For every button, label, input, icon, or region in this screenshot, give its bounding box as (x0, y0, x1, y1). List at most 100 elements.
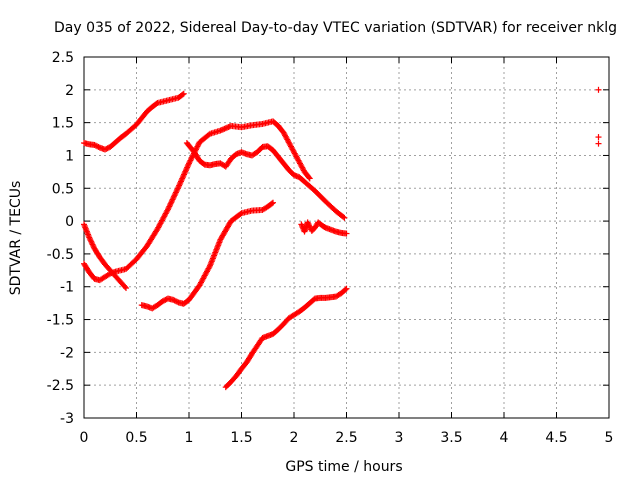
data-point (268, 200, 275, 207)
data-point (95, 143, 102, 150)
data-point (92, 142, 99, 149)
data-point (177, 179, 184, 186)
data-point (179, 175, 186, 182)
data-point (172, 298, 179, 305)
data-point (169, 196, 176, 203)
data-point (170, 193, 177, 200)
data-point (166, 202, 173, 209)
data-point (161, 297, 168, 304)
data-point (86, 234, 93, 241)
y-axis-label: SDTVAR / TECUs (8, 181, 24, 296)
y-tick-label: 2.5 (52, 50, 74, 66)
x-tick-label: 4.5 (545, 430, 567, 446)
data-point (105, 271, 112, 278)
data-point (180, 90, 187, 97)
data-point (102, 146, 108, 153)
data-point (91, 141, 98, 148)
x-tick-label: 1 (185, 430, 194, 446)
data-point (165, 206, 171, 213)
data-point (172, 190, 179, 197)
data-point (121, 283, 128, 290)
data-point (237, 211, 244, 218)
data-point (595, 140, 602, 147)
data-point (103, 145, 110, 152)
x-tick-label: 1.5 (230, 430, 252, 446)
data-point (179, 174, 186, 181)
data-point (165, 204, 172, 211)
y-tick-label: -3 (60, 411, 74, 427)
data-point (176, 182, 183, 189)
data-points (81, 86, 602, 391)
x-tick-label: 2.5 (335, 430, 357, 446)
data-point (168, 199, 175, 206)
data-point (86, 235, 93, 242)
x-tick-label: 4 (500, 430, 509, 446)
data-point (88, 240, 95, 247)
data-point (342, 286, 349, 293)
data-point (343, 285, 350, 292)
axis-ticks: 0 0.5 1 1.5 2 2.5 3 3.5 4 4.5 5 2.5 2 1.5 1 0.5 0 -0.5 -1 -… (47, 50, 614, 446)
y-tick-label: -2.5 (47, 378, 74, 394)
x-tick-label: 0 (80, 430, 89, 446)
data-point (166, 203, 173, 210)
data-point (172, 189, 179, 196)
data-point (185, 161, 192, 168)
data-point (171, 297, 178, 304)
data-point (182, 168, 189, 175)
data-point (179, 91, 186, 98)
data-point (104, 145, 111, 152)
data-point (171, 192, 178, 199)
data-point (181, 171, 188, 178)
data-point (167, 200, 174, 207)
data-point (174, 185, 181, 192)
data-point (90, 242, 97, 249)
data-point (341, 214, 348, 221)
data-point (184, 163, 191, 170)
x-tick-label: 0.5 (125, 430, 147, 446)
data-point (176, 181, 183, 188)
data-point (173, 188, 180, 195)
data-point (177, 178, 184, 185)
data-point (170, 296, 177, 303)
data-point (175, 183, 182, 190)
data-point (94, 143, 101, 150)
data-point (595, 134, 602, 141)
data-point (159, 298, 166, 305)
data-point (87, 237, 94, 244)
y-tick-label: -0.5 (47, 247, 74, 263)
data-point (170, 195, 177, 202)
data-point (595, 86, 602, 93)
data-point (270, 199, 276, 206)
x-tick-label: 5 (605, 430, 614, 446)
data-point (306, 175, 313, 182)
x-tick-label: 2 (290, 430, 299, 446)
x-tick-label: 3 (395, 430, 404, 446)
data-point (183, 165, 190, 172)
data-point (89, 241, 96, 248)
data-point (174, 186, 181, 193)
y-tick-label: -1.5 (47, 313, 74, 329)
y-tick-label: 0.5 (52, 181, 74, 197)
y-tick-label: -1 (60, 280, 74, 296)
y-tick-label: 2 (65, 83, 74, 99)
grid (84, 57, 609, 418)
y-tick-label: -2 (60, 345, 74, 361)
x-axis-label: GPS time / hours (285, 459, 402, 475)
data-point (180, 172, 187, 179)
x-tick-label: 3.5 (440, 430, 462, 446)
y-tick-label: 1 (65, 148, 74, 164)
data-point (178, 177, 185, 184)
data-point (305, 174, 312, 181)
data-point (162, 296, 169, 303)
data-point (168, 197, 175, 204)
data-point (174, 298, 181, 305)
data-point (88, 238, 95, 245)
data-point (123, 285, 129, 292)
data-point (184, 164, 191, 171)
data-point (340, 213, 347, 220)
y-tick-label: 1.5 (52, 116, 74, 132)
chart-title: Day 035 of 2022, Sidereal Day-to-day VTE… (54, 20, 617, 36)
y-tick-label: 0 (65, 214, 74, 230)
data-point (182, 167, 189, 174)
